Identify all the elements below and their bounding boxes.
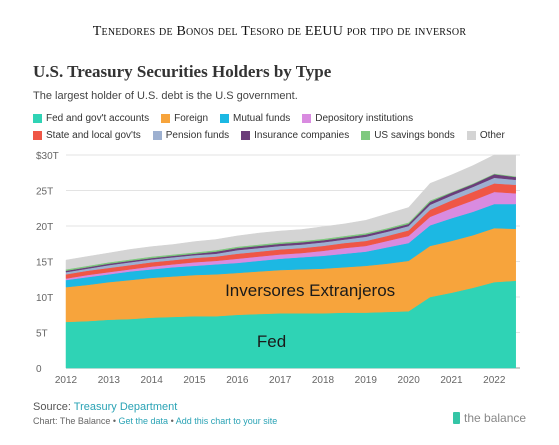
legend-label: Other: [479, 130, 505, 141]
y-tick-label: 25T: [36, 187, 53, 198]
y-tick-label: 10T: [36, 293, 53, 304]
x-tick-label: 2022: [483, 375, 506, 386]
x-tick-label: 2017: [269, 375, 292, 386]
x-tick-label: 2018: [312, 375, 335, 386]
legend-item: State and local gov'ts: [33, 130, 141, 141]
chart-credit: Chart: The Balance • Get the data • Add …: [33, 416, 277, 426]
chart-annotation: Inversores Extranjeros: [225, 281, 395, 300]
x-tick-label: 2016: [226, 375, 249, 386]
source-link[interactable]: Treasury Department: [73, 401, 178, 413]
source-label: Source:: [33, 401, 74, 413]
legend-swatch: [33, 131, 42, 140]
legend-item: US savings bonds: [361, 130, 455, 141]
brand-icon: [453, 412, 460, 424]
legend-row-2: State and local gov'ts Pension funds Ins…: [33, 127, 533, 144]
x-tick-label: 2021: [440, 375, 463, 386]
x-tick-label: 2012: [55, 375, 78, 386]
legend-label: Foreign: [174, 113, 208, 124]
legend-swatch: [33, 114, 42, 123]
legend-label: Depository institutions: [315, 113, 414, 124]
legend-item: Fed and gov't accounts: [33, 113, 149, 124]
brand-logo[interactable]: the balance: [453, 411, 526, 425]
x-tick-label: 2019: [355, 375, 378, 386]
credit-text: Chart: The Balance •: [33, 416, 119, 426]
y-tick-label: 0: [36, 364, 42, 375]
legend-label: Mutual funds: [233, 113, 291, 124]
chart-subtitle: The largest holder of U.S. debt is the U…: [33, 90, 298, 102]
credit-separator: •: [168, 416, 176, 426]
legend-label: US savings bonds: [374, 130, 455, 141]
y-tick-label: 5T: [36, 329, 48, 340]
legend-swatch: [466, 131, 476, 140]
x-tick-label: 2014: [141, 375, 164, 386]
x-tick-label: 2020: [398, 375, 421, 386]
legend-item: Foreign: [161, 113, 208, 124]
legend-item: Pension funds: [152, 130, 230, 141]
legend-swatch: [152, 131, 162, 140]
chart-source: Source: Treasury Department: [33, 401, 177, 413]
legend-label: Fed and gov't accounts: [46, 113, 150, 124]
legend-swatch: [220, 114, 229, 123]
get-data-link[interactable]: Get the data: [118, 416, 169, 426]
legend-label: Insurance companies: [254, 130, 350, 141]
area-other: [65, 154, 516, 270]
legend-swatch: [241, 131, 251, 140]
legend-swatch: [302, 114, 312, 123]
legend-item: Mutual funds: [220, 113, 290, 124]
legend-row-1: Fed and gov't accounts Foreign Mutual fu…: [33, 110, 533, 127]
chart-title: U.S. Treasury Securities Holders by Type: [33, 62, 332, 81]
legend-label: Pension funds: [165, 130, 230, 141]
legend-item: Other: [466, 130, 505, 141]
add-chart-link[interactable]: Add this chart to your site: [175, 416, 278, 426]
chart-legend: Fed and gov't accounts Foreign Mutual fu…: [33, 110, 533, 144]
header-title: Tenedores de Bonos del Tesoro de EEUU po…: [92, 24, 467, 39]
legend-swatch: [161, 114, 171, 123]
legend-swatch: [361, 131, 371, 140]
brand-name: the balance: [464, 411, 527, 425]
legend-label: State and local gov'ts: [46, 130, 141, 141]
y-tick-label: 20T: [36, 222, 53, 233]
y-tick-label: $30T: [36, 151, 59, 162]
chart-annotation: Fed: [257, 332, 286, 351]
x-tick-label: 2015: [183, 375, 206, 386]
legend-item: Insurance companies: [241, 130, 349, 141]
legend-item: Depository institutions: [302, 113, 413, 124]
y-tick-label: 15T: [36, 258, 53, 269]
x-tick-label: 2013: [98, 375, 121, 386]
